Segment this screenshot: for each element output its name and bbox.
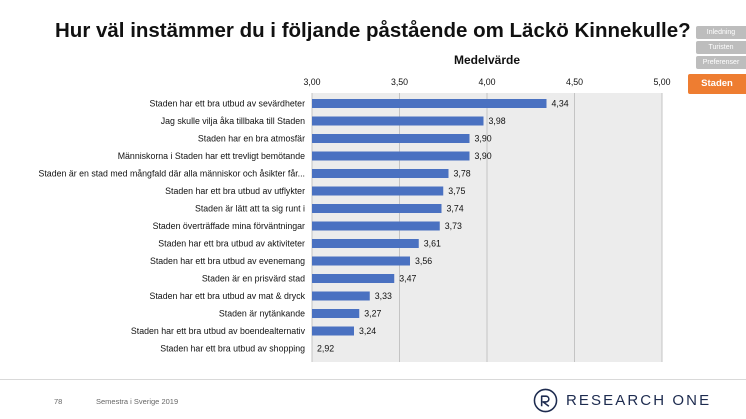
value-label: 3,98 <box>489 116 506 126</box>
bar <box>312 221 440 231</box>
bar <box>312 134 470 143</box>
value-label: 2,92 <box>317 344 334 354</box>
value-label: 3,33 <box>375 291 392 301</box>
category-label: Staden är nytänkande <box>219 309 305 319</box>
category-label: Staden överträffade mina förväntningar <box>153 221 305 231</box>
value-label: 3,75 <box>448 186 465 196</box>
category-label: Staden är en prisvärd stad <box>202 274 305 284</box>
nav-item-inledning[interactable]: Inledning <box>696 26 746 39</box>
value-label: 3,47 <box>399 274 416 284</box>
value-label: 3,90 <box>475 134 492 144</box>
value-label: 3,27 <box>364 309 381 319</box>
footer-divider <box>0 379 746 380</box>
value-label: 3,61 <box>424 239 441 249</box>
page-title: Hur väl instämmer du i följande påståend… <box>55 19 691 42</box>
bar <box>312 239 419 248</box>
category-label: Staden har ett bra utbud av mat & dryck <box>150 291 306 301</box>
bar <box>312 169 449 178</box>
value-label: 3,78 <box>454 169 471 179</box>
value-label: 3,90 <box>475 151 492 161</box>
category-label: Staden är en stad med mångfald där alla … <box>39 169 306 179</box>
section-nav: Inledning Turisten Preferenser Staden <box>688 26 746 96</box>
category-label: Staden har ett bra utbud av utflykter <box>165 186 305 196</box>
bar <box>312 186 444 196</box>
tick-label: 4,00 <box>478 77 495 87</box>
category-label: Människorna i Staden har ett trevligt be… <box>118 151 305 161</box>
bar <box>312 309 360 318</box>
category-label: Staden har ett bra utbud av sevärdheter <box>149 99 305 109</box>
category-label: Staden har ett bra utbud av boendealtern… <box>131 326 306 336</box>
tick-label: 5,00 <box>653 77 670 87</box>
tick-label: 3,00 <box>303 77 320 87</box>
category-label: Staden har ett bra utbud av shopping <box>160 344 305 354</box>
value-label: 3,74 <box>447 204 464 214</box>
bar <box>312 274 395 283</box>
category-label: Staden har en bra atmosfär <box>198 134 305 144</box>
category-label: Staden har ett bra utbud av aktiviteter <box>158 239 305 249</box>
bar <box>312 99 547 108</box>
bar <box>312 204 442 213</box>
page-number: 78 <box>54 397 63 406</box>
bar <box>312 116 484 126</box>
tick-label: 3,50 <box>391 77 408 87</box>
bar <box>312 151 470 161</box>
brand: RESEARCH ONE <box>533 387 711 413</box>
value-label: 3,73 <box>445 221 462 231</box>
nav-item-turisten[interactable]: Turisten <box>696 41 746 54</box>
footer-text: Semestra i Sverige 2019 <box>96 397 179 406</box>
bar <box>312 326 354 336</box>
nav-item-preferenser[interactable]: Preferenser <box>696 56 746 69</box>
bar-chart: 3,00 3,50 4,00 4,50 5,00 Medelvärde Staden har… <box>39 53 671 362</box>
category-label: Staden är lätt att ta sig runt i <box>195 204 305 214</box>
chart-title: Medelvärde <box>454 53 520 67</box>
tick-label: 4,50 <box>566 77 583 87</box>
nav-item-staden[interactable]: Staden <box>688 74 746 94</box>
value-label: 3,24 <box>359 326 376 336</box>
bar <box>312 256 410 266</box>
research-one-logo-icon <box>533 388 558 412</box>
value-label: 4,34 <box>552 99 569 109</box>
bar <box>312 291 370 301</box>
value-label: 3,56 <box>415 256 432 266</box>
brand-name: RESEARCH ONE <box>566 391 712 409</box>
category-label: Jag skulle vilja åka tillbaka till Stade… <box>161 116 305 126</box>
category-label: Staden har ett bra utbud av evenemang <box>150 256 305 266</box>
